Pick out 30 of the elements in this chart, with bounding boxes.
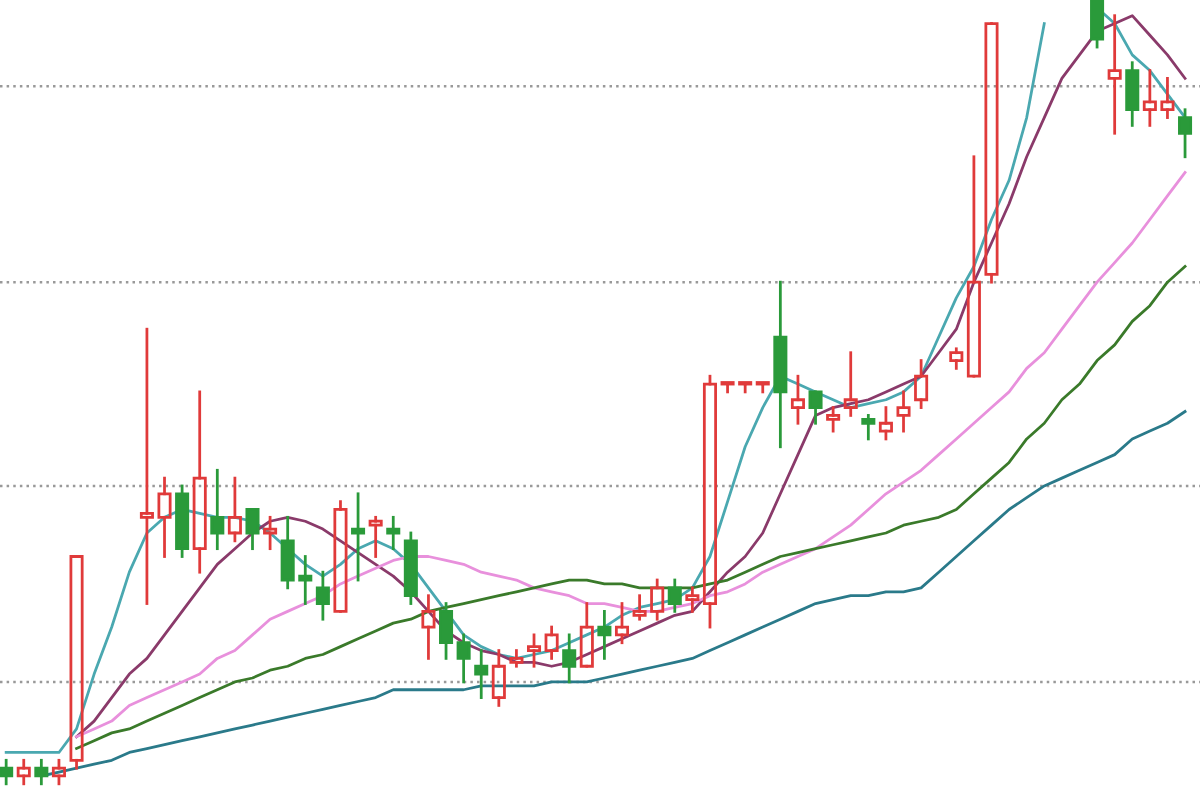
candlestick [421,594,436,660]
candlestick [386,515,401,551]
candlestick [0,758,14,786]
candlestick [16,758,31,786]
candlestick [403,531,418,605]
candlestick [456,633,471,684]
candlestick [597,609,612,660]
candlestick [368,515,383,558]
candlestick [896,390,911,433]
candlestick [210,468,225,551]
candlestick [861,414,876,441]
candlestick [509,649,524,668]
candlestick [773,280,788,449]
candlestick [914,359,929,409]
candlestick [491,649,506,707]
candlestick [843,351,858,417]
candlestick [1107,14,1122,135]
candlestick [34,758,49,786]
candlestick [474,649,489,699]
candlestick [192,390,207,574]
candlestick [315,570,330,621]
candlestick [544,625,559,660]
candlestick [685,586,700,613]
candlestick [949,347,964,370]
candlestick [1125,61,1140,127]
candlestick [175,484,190,558]
candlestick [826,406,841,433]
candlestick [667,578,682,613]
candlestick [562,633,577,684]
candlestick [351,492,366,582]
